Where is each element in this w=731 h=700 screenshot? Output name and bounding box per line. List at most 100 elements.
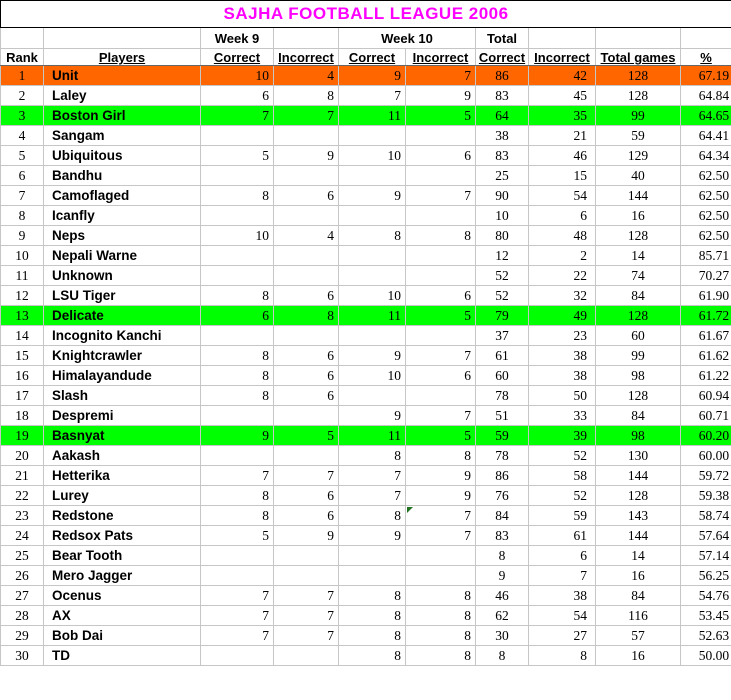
- week9-correct-cell[interactable]: [200, 265, 274, 286]
- total-games-cell[interactable]: 74: [595, 265, 681, 286]
- player-cell[interactable]: Neps: [43, 225, 201, 246]
- player-cell[interactable]: Unknown: [43, 265, 201, 286]
- rank-cell[interactable]: 21: [0, 465, 44, 486]
- week10-incorrect-cell[interactable]: 5: [405, 305, 476, 326]
- week10-incorrect-cell[interactable]: 6: [405, 145, 476, 166]
- total-incorrect-cell[interactable]: 27: [528, 625, 596, 646]
- week9-incorrect-cell[interactable]: 4: [273, 225, 339, 246]
- player-cell[interactable]: TD: [43, 645, 201, 666]
- week10-correct-cell[interactable]: 10: [338, 365, 406, 386]
- player-cell[interactable]: Mero Jagger: [43, 565, 201, 586]
- week9-correct-cell[interactable]: 8: [200, 485, 274, 506]
- column-header-week9-incorrect[interactable]: Incorrect: [273, 48, 339, 66]
- week9-incorrect-cell[interactable]: [273, 245, 339, 266]
- group-header-total[interactable]: Total: [475, 27, 529, 49]
- week9-correct-cell[interactable]: 8: [200, 505, 274, 526]
- percent-cell[interactable]: 57.64: [679, 525, 731, 546]
- group-header-blank[interactable]: [43, 27, 201, 49]
- week10-incorrect-cell[interactable]: 5: [405, 425, 476, 446]
- percent-cell[interactable]: 61.62: [679, 345, 731, 366]
- rank-cell[interactable]: 29: [0, 625, 44, 646]
- player-cell[interactable]: Basnyat: [43, 425, 201, 446]
- total-correct-cell[interactable]: 25: [475, 165, 529, 186]
- rank-cell[interactable]: 30: [0, 645, 44, 666]
- week9-incorrect-cell[interactable]: 6: [273, 505, 339, 526]
- week9-incorrect-cell[interactable]: 8: [273, 305, 339, 326]
- percent-cell[interactable]: 52.63: [679, 625, 731, 646]
- player-cell[interactable]: Aakash: [43, 445, 201, 466]
- total-games-cell[interactable]: 99: [595, 105, 681, 126]
- week9-correct-cell[interactable]: [200, 125, 274, 146]
- total-incorrect-cell[interactable]: 7: [528, 565, 596, 586]
- week9-correct-cell[interactable]: [200, 405, 274, 426]
- rank-cell[interactable]: 3: [0, 105, 44, 126]
- total-incorrect-cell[interactable]: 52: [528, 445, 596, 466]
- player-cell[interactable]: Himalayandude: [43, 365, 201, 386]
- total-games-cell[interactable]: 129: [595, 145, 681, 166]
- column-header-week10-correct[interactable]: Correct: [338, 48, 406, 66]
- total-correct-cell[interactable]: 90: [475, 185, 529, 206]
- total-correct-cell[interactable]: 8: [475, 545, 529, 566]
- total-games-cell[interactable]: 128: [595, 385, 681, 406]
- week10-incorrect-cell[interactable]: 8: [405, 225, 476, 246]
- week9-correct-cell[interactable]: 8: [200, 385, 274, 406]
- total-correct-cell[interactable]: 83: [475, 525, 529, 546]
- week10-incorrect-cell[interactable]: 7: [405, 525, 476, 546]
- week9-incorrect-cell[interactable]: 6: [273, 345, 339, 366]
- title-cell[interactable]: SAJHA FOOTBALL LEAGUE 2006: [0, 0, 731, 28]
- group-header-blank[interactable]: [595, 27, 681, 49]
- player-cell[interactable]: LSU Tiger: [43, 285, 201, 306]
- total-correct-cell[interactable]: 80: [475, 225, 529, 246]
- week10-incorrect-cell[interactable]: 7: [405, 505, 476, 526]
- rank-cell[interactable]: 13: [0, 305, 44, 326]
- player-cell[interactable]: Icanfly: [43, 205, 201, 226]
- week10-incorrect-cell[interactable]: [405, 385, 476, 406]
- total-incorrect-cell[interactable]: 8: [528, 645, 596, 666]
- week10-incorrect-cell[interactable]: 9: [405, 465, 476, 486]
- column-header-week10-incorrect[interactable]: Incorrect: [405, 48, 476, 66]
- percent-cell[interactable]: 70.27: [679, 265, 731, 286]
- total-games-cell[interactable]: 84: [595, 285, 681, 306]
- week10-correct-cell[interactable]: 7: [338, 85, 406, 106]
- total-games-cell[interactable]: 98: [595, 425, 681, 446]
- week10-incorrect-cell[interactable]: [405, 125, 476, 146]
- week9-correct-cell[interactable]: 7: [200, 625, 274, 646]
- total-correct-cell[interactable]: 37: [475, 325, 529, 346]
- total-incorrect-cell[interactable]: 59: [528, 505, 596, 526]
- week9-incorrect-cell[interactable]: 9: [273, 525, 339, 546]
- total-incorrect-cell[interactable]: 15: [528, 165, 596, 186]
- player-cell[interactable]: Slash: [43, 385, 201, 406]
- percent-cell[interactable]: 53.45: [679, 605, 731, 626]
- week9-incorrect-cell[interactable]: [273, 165, 339, 186]
- total-correct-cell[interactable]: 52: [475, 265, 529, 286]
- player-cell[interactable]: Bandhu: [43, 165, 201, 186]
- week10-correct-cell[interactable]: 11: [338, 105, 406, 126]
- week9-incorrect-cell[interactable]: 6: [273, 385, 339, 406]
- week10-correct-cell[interactable]: [338, 545, 406, 566]
- player-cell[interactable]: Boston Girl: [43, 105, 201, 126]
- percent-cell[interactable]: 60.94: [679, 385, 731, 406]
- week9-incorrect-cell[interactable]: [273, 125, 339, 146]
- percent-cell[interactable]: 62.50: [679, 185, 731, 206]
- percent-cell[interactable]: 64.34: [679, 145, 731, 166]
- week10-correct-cell[interactable]: 8: [338, 625, 406, 646]
- percent-cell[interactable]: 59.72: [679, 465, 731, 486]
- total-incorrect-cell[interactable]: 48: [528, 225, 596, 246]
- player-cell[interactable]: Despremi: [43, 405, 201, 426]
- week9-correct-cell[interactable]: [200, 325, 274, 346]
- group-header-blank[interactable]: [0, 27, 44, 49]
- week9-incorrect-cell[interactable]: 7: [273, 465, 339, 486]
- total-incorrect-cell[interactable]: 38: [528, 365, 596, 386]
- total-incorrect-cell[interactable]: 32: [528, 285, 596, 306]
- week10-incorrect-cell[interactable]: 8: [405, 625, 476, 646]
- week10-correct-cell[interactable]: [338, 205, 406, 226]
- total-games-cell[interactable]: 144: [595, 185, 681, 206]
- week10-correct-cell[interactable]: 8: [338, 445, 406, 466]
- week10-incorrect-cell[interactable]: [405, 205, 476, 226]
- week10-correct-cell[interactable]: 9: [338, 405, 406, 426]
- week10-incorrect-cell[interactable]: [405, 245, 476, 266]
- player-cell[interactable]: Lurey: [43, 485, 201, 506]
- total-incorrect-cell[interactable]: 23: [528, 325, 596, 346]
- total-games-cell[interactable]: 84: [595, 585, 681, 606]
- rank-cell[interactable]: 15: [0, 345, 44, 366]
